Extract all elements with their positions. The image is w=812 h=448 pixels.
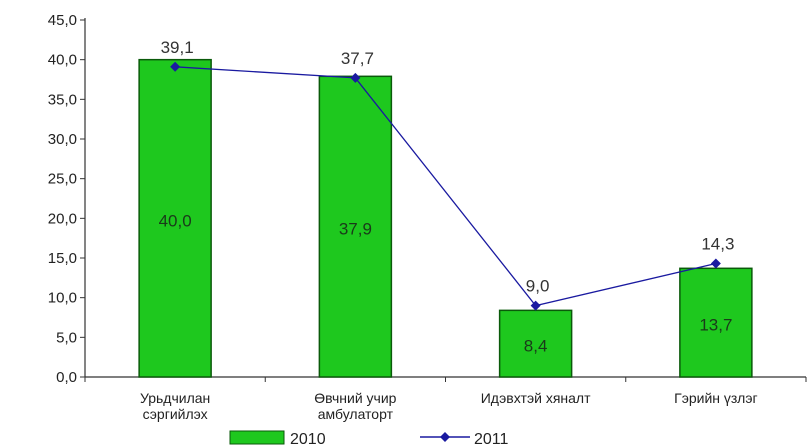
y-tick-label: 15,0	[48, 250, 77, 267]
y-tick-label: 35,0	[48, 91, 77, 108]
y-tick-label: 45,0	[48, 12, 77, 29]
point-data-label: 37,7	[341, 49, 374, 68]
y-tick-label: 30,0	[48, 131, 77, 148]
bar-data-label: 8,4	[524, 337, 548, 356]
point-2011	[350, 72, 361, 83]
y-axis-ticks: 0,0 5,0 10,0 15,0 20,0 25,0 30,0 35,0 40,0 45,0	[48, 12, 85, 386]
point-2011	[170, 61, 181, 72]
bar-data-label: 37,9	[339, 220, 372, 239]
y-tick-label: 10,0	[48, 290, 77, 307]
y-tick-label: 20,0	[48, 210, 77, 227]
point-data-label: 9,0	[526, 277, 550, 296]
bar-data-label: 13,7	[699, 316, 732, 335]
point-2011	[530, 300, 541, 311]
bars-2010	[138, 58, 753, 378]
legend-label-2010: 2010	[290, 431, 326, 448]
y-tick-label: 40,0	[48, 52, 77, 69]
bar-data-label: 40,0	[159, 211, 192, 230]
bar-2010	[679, 267, 753, 378]
point-2011	[710, 258, 721, 269]
legend: 2010 2011	[229, 430, 509, 448]
y-tick-label: 0,0	[56, 369, 77, 386]
bar-2010	[318, 75, 393, 378]
x-axis-label: амбулаторт	[318, 406, 394, 422]
bar-2010	[498, 309, 573, 378]
point-data-label: 14,3	[701, 235, 734, 254]
legend-label-2011: 2011	[474, 431, 509, 448]
bar-2010	[138, 58, 212, 378]
line-2011	[170, 61, 721, 311]
series-line-2011	[175, 66, 717, 307]
line-data-labels: 39,1 37,7 9,0 14,3	[161, 38, 735, 296]
y-tick-label: 25,0	[48, 171, 77, 188]
x-axis-label: Идэвхтэй хяналт	[481, 390, 591, 406]
point-data-label: 39,1	[161, 38, 194, 57]
x-axis-label: сэргийлэх	[143, 406, 208, 422]
x-axis-label: Урьдчилан	[140, 390, 210, 406]
x-axis-label: Гэрийн үзлэг	[674, 390, 757, 406]
legend-marker-2011	[440, 432, 450, 442]
bar-data-labels: 40,0 37,9 8,4 13,7	[159, 211, 733, 355]
x-axis-label: Өвчний учир	[314, 390, 396, 406]
y-tick-label: 5,0	[56, 329, 77, 346]
legend-swatch-2010	[229, 430, 285, 445]
